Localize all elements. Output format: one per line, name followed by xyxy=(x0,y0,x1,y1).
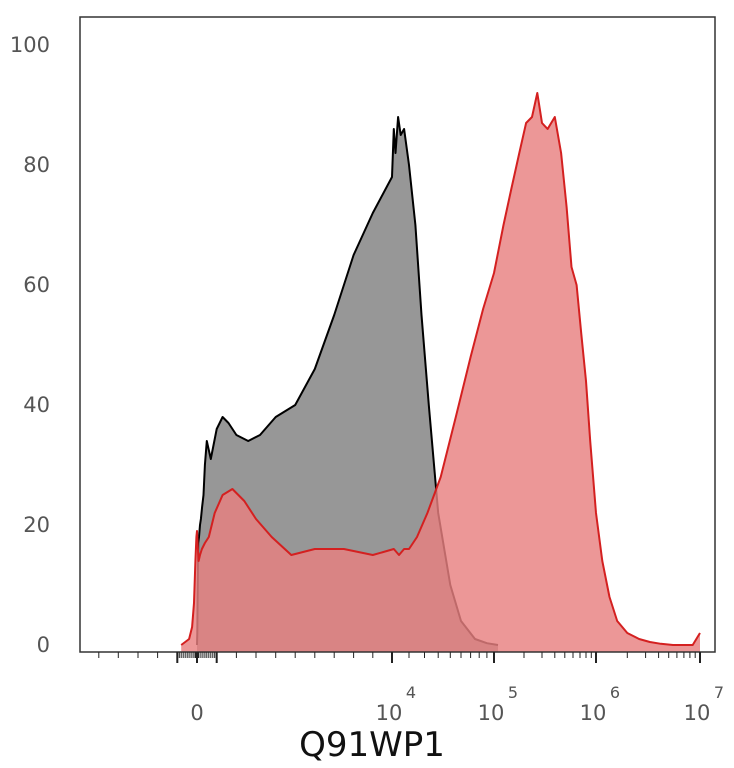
series-2-line xyxy=(180,92,701,646)
histogram-series-layer xyxy=(180,92,701,652)
x-axis-label: Q91WP1 xyxy=(299,725,445,765)
x-tick-label: 104 xyxy=(376,683,416,725)
y-tick-label: 40 xyxy=(23,393,50,417)
series-1-area xyxy=(197,117,498,652)
y-axis: 0 20 40 60 80 100 xyxy=(10,33,50,657)
y-tick-label: 0 xyxy=(37,633,50,657)
series-1-line xyxy=(196,116,499,646)
x-tick-base: 10 xyxy=(478,701,505,725)
x-tick-label: 0 xyxy=(190,701,203,725)
x-tick-label: 106 xyxy=(580,683,620,725)
x-tick-base: 10 xyxy=(376,701,403,725)
x-tick-label: 107 xyxy=(684,683,724,725)
series-2-area xyxy=(181,93,700,652)
y-tick-label: 100 xyxy=(10,33,50,57)
x-tick-base: 0 xyxy=(190,701,203,725)
x-tick-exponent: 4 xyxy=(406,683,416,702)
x-tick-label: 105 xyxy=(478,683,518,725)
y-tick-label: 20 xyxy=(23,513,50,537)
x-tick-exponent: 6 xyxy=(610,683,620,702)
x-tick-base: 10 xyxy=(580,701,607,725)
x-tick-exponent: 7 xyxy=(714,683,724,702)
x-tick-base: 10 xyxy=(684,701,711,725)
x-tick-exponent: 5 xyxy=(508,683,518,702)
plot-frame xyxy=(79,16,716,653)
y-tick-label: 60 xyxy=(23,273,50,297)
y-tick-label: 80 xyxy=(23,153,50,177)
